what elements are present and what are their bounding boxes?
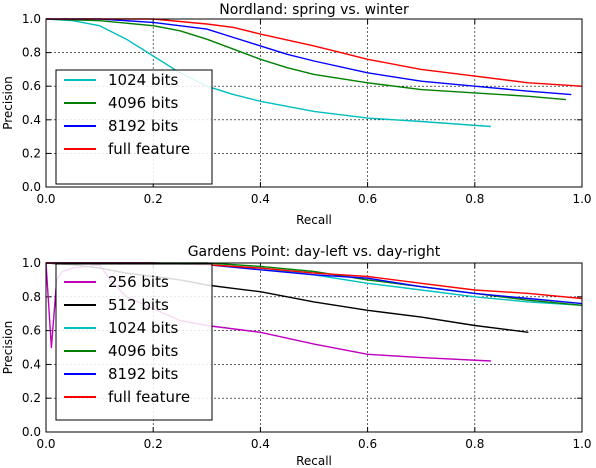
legend: 1024 bits 4096 bits 8192 bits full feature <box>55 69 213 185</box>
y-tick-label: 0.4 <box>22 357 41 371</box>
y-tick-label: 0.2 <box>22 391 41 405</box>
chart-panel-2: 0.0 0.2 0.4 0.6 0.8 1.0 0.0 0.2 0.4 0.6 0.8 1.0 Gard… <box>1 244 592 468</box>
y-tick-label: 1.0 <box>22 12 41 26</box>
y-tick-label: 0.6 <box>22 324 41 338</box>
x-tick-label: 0.0 <box>36 192 55 206</box>
y-tick-label: 1.0 <box>22 256 41 270</box>
plot-frame <box>45 262 583 433</box>
legend-box <box>55 263 213 421</box>
chart-title: Nordland: spring vs. winter <box>219 2 409 18</box>
x-axis-label: Recall <box>296 454 332 468</box>
y-axis-label: Precision <box>1 76 15 130</box>
y-tick-label: 0.8 <box>22 46 41 60</box>
legend-label: full feature <box>108 140 190 158</box>
y-tick-label: 0.8 <box>22 290 41 304</box>
y-tick-label: 0.2 <box>22 146 41 160</box>
legend: 256 bits 512 bits 1024 bits 4096 bits 8192 b… <box>55 263 213 421</box>
series-line-4096-bits <box>45 18 566 101</box>
x-tick-label: 0.4 <box>251 192 270 206</box>
x-axis-label: Recall <box>296 213 332 227</box>
legend-label: 1024 bits <box>108 319 179 337</box>
legend-label: 256 bits <box>108 273 169 291</box>
legend-label: full feature <box>108 388 190 406</box>
y-tick-label: 0.0 <box>22 180 41 194</box>
series-line-8192-bits <box>46 18 572 96</box>
x-tick-label: 0.4 <box>251 437 270 451</box>
plot-frame <box>45 18 583 188</box>
y-tick-label: 0.6 <box>22 79 41 93</box>
legend-label: 1024 bits <box>108 71 179 89</box>
x-tick-label: 0.8 <box>465 437 484 451</box>
y-axis-label: Precision <box>1 321 15 375</box>
chart-title: Gardens Point: day-left vs. day-right <box>188 244 441 260</box>
x-tick-label: 0.2 <box>144 437 163 451</box>
x-tick-label: 0.6 <box>358 437 377 451</box>
y-tick-label: 0.4 <box>22 113 41 127</box>
x-tick-label: 0.0 <box>36 437 55 451</box>
x-tick-label: 0.6 <box>358 192 377 206</box>
x-tick-label: 0.8 <box>465 192 484 206</box>
chart-panel-1: 0.0 0.2 0.4 0.6 0.8 1.0 0.0 0.2 0.4 0.6 0.8 1.0 Nord… <box>1 2 592 227</box>
x-tick-label: 1.0 <box>572 437 591 451</box>
legend-label: 512 bits <box>108 296 169 314</box>
x-tick-label: 0.2 <box>144 192 163 206</box>
x-tick-label: 1.0 <box>572 192 591 206</box>
legend-label: 8192 bits <box>108 365 179 383</box>
y-tick-label: 0.0 <box>22 425 41 439</box>
legend-label: 8192 bits <box>108 117 179 135</box>
legend-label: 4096 bits <box>108 94 179 112</box>
legend-label: 4096 bits <box>108 342 179 360</box>
